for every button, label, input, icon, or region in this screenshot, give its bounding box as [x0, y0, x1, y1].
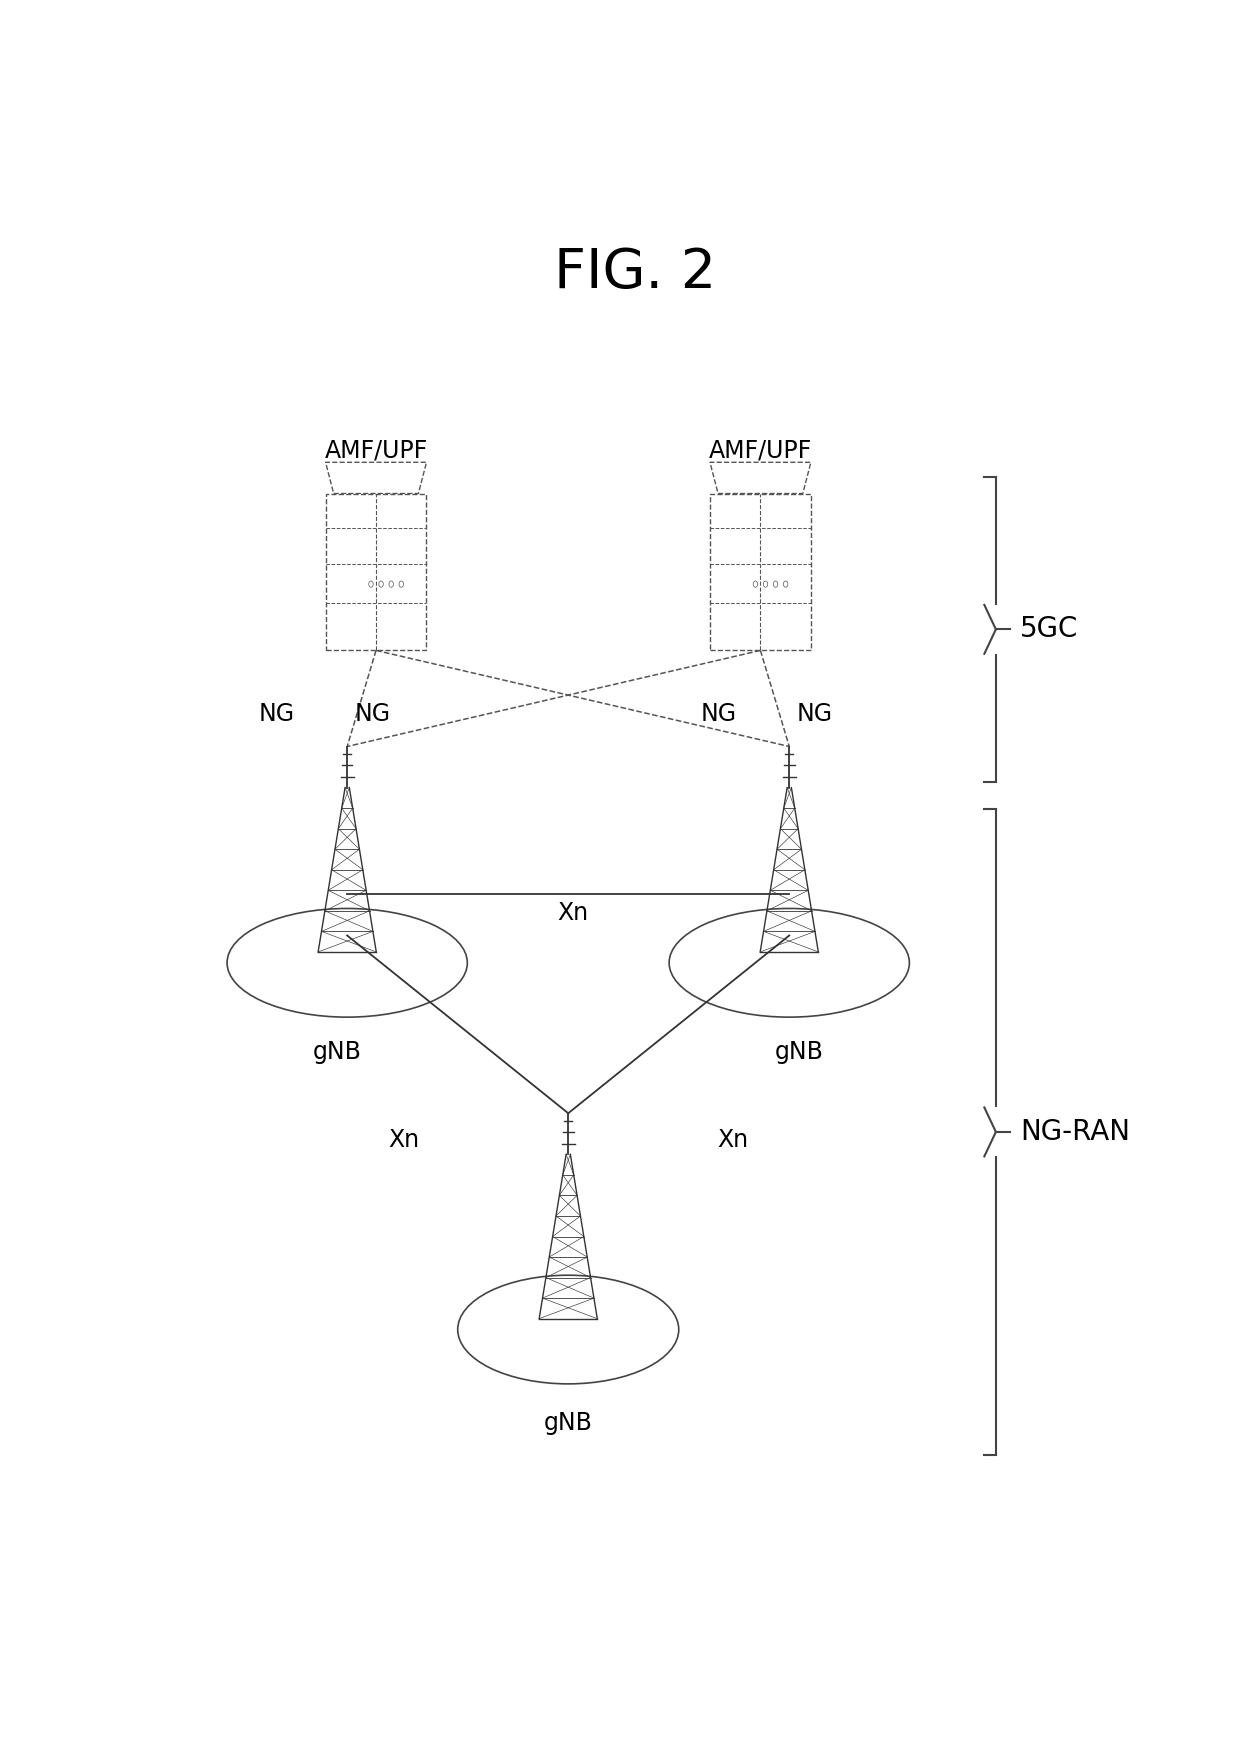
Text: Xn: Xn — [717, 1127, 748, 1152]
FancyBboxPatch shape — [326, 494, 427, 649]
Text: AMF/UPF: AMF/UPF — [325, 439, 428, 462]
Text: FIG. 2: FIG. 2 — [554, 245, 717, 300]
Text: NG: NG — [797, 702, 833, 727]
Text: Xn: Xn — [388, 1127, 419, 1152]
Text: 5GC: 5GC — [1019, 616, 1079, 644]
Text: Xn: Xn — [558, 901, 589, 924]
FancyBboxPatch shape — [711, 494, 811, 649]
Text: NG: NG — [258, 702, 294, 727]
Text: NG: NG — [355, 702, 391, 727]
Text: NG: NG — [701, 702, 737, 727]
Polygon shape — [326, 462, 427, 494]
Text: AMF/UPF: AMF/UPF — [709, 439, 812, 462]
Text: gNB: gNB — [544, 1411, 593, 1436]
Text: gNB: gNB — [775, 1041, 823, 1064]
Polygon shape — [711, 462, 811, 494]
Text: gNB: gNB — [314, 1041, 362, 1064]
Text: NG-RAN: NG-RAN — [1019, 1118, 1130, 1147]
